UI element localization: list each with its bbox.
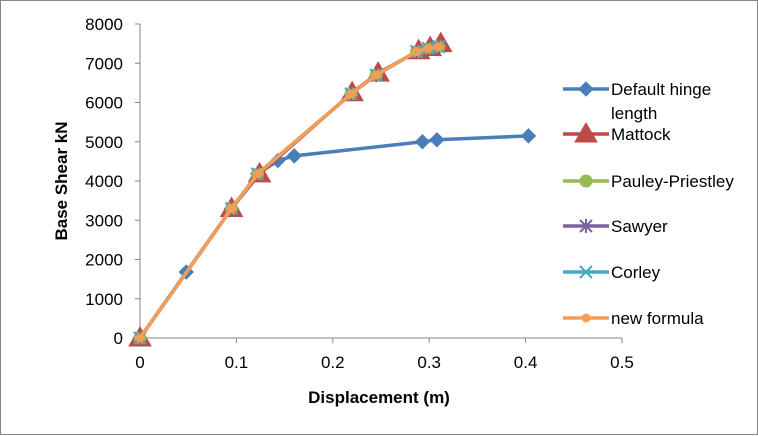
x-tick-label: 0.3 bbox=[417, 353, 441, 372]
legend-entry: Default hinge length bbox=[563, 80, 711, 123]
legend-swatch-marker bbox=[579, 265, 593, 279]
data-point bbox=[429, 132, 445, 148]
legend-swatch-marker-stroke bbox=[579, 265, 593, 279]
y-tick-label: 6000 bbox=[85, 94, 123, 113]
plot-series bbox=[128, 31, 537, 347]
data-point bbox=[135, 333, 145, 343]
series-default-hinge-length bbox=[132, 128, 537, 346]
y-tick-label: 2000 bbox=[85, 251, 123, 270]
axes: 0 1000 2000 3000 4000 5000 6000 7000 8000 0 0.1 0.2… bbox=[85, 15, 634, 372]
y-axis-title: Base Shear kN bbox=[52, 121, 71, 240]
data-point bbox=[412, 46, 422, 56]
data-point bbox=[423, 43, 433, 53]
legend-swatch-marker bbox=[581, 313, 591, 323]
y-tick-label: 1000 bbox=[85, 290, 123, 309]
x-tick-label: 0.1 bbox=[225, 353, 249, 372]
series-line bbox=[138, 45, 440, 340]
legend-label: Default hinge bbox=[611, 80, 711, 99]
legend-swatch-marker bbox=[574, 122, 598, 143]
data-point bbox=[434, 42, 444, 52]
y-tick-label: 7000 bbox=[85, 54, 123, 73]
data-point bbox=[346, 89, 356, 99]
series-line bbox=[138, 45, 440, 340]
data-point bbox=[253, 169, 263, 179]
x-tick-label: 0.2 bbox=[321, 353, 345, 372]
legend-entry: Pauley-Priestley bbox=[563, 172, 734, 191]
legend-entry: Sawyer bbox=[563, 217, 668, 236]
series-mattock bbox=[128, 31, 453, 347]
legend-swatch-marker bbox=[579, 219, 593, 233]
y-tick-label: 8000 bbox=[85, 15, 123, 34]
x-tick-label: 0.5 bbox=[610, 353, 634, 372]
legend-label: Sawyer bbox=[611, 217, 668, 236]
legend-label: Mattock bbox=[611, 125, 671, 144]
data-point bbox=[371, 70, 381, 80]
series-line bbox=[138, 134, 529, 340]
series-line bbox=[138, 45, 440, 340]
legend-label: Pauley-Priestley bbox=[611, 172, 734, 191]
legend-swatch-marker bbox=[579, 174, 593, 188]
series-line bbox=[138, 41, 442, 340]
legend-label: length bbox=[611, 104, 657, 123]
data-point bbox=[270, 152, 286, 169]
legend-entry: new formula bbox=[563, 309, 704, 328]
data-point bbox=[414, 134, 431, 150]
data-point bbox=[286, 148, 302, 164]
series-pauley-priestley bbox=[133, 40, 446, 345]
data-point bbox=[520, 128, 537, 144]
x-axis-title: Displacement (m) bbox=[308, 388, 450, 407]
y-tick-label: 3000 bbox=[85, 211, 123, 230]
x-tick-label: 0 bbox=[135, 353, 144, 372]
series-corley bbox=[133, 40, 446, 345]
legend-swatch-marker bbox=[578, 81, 594, 97]
legend: Default hinge length Mattock Pauley-Priestl… bbox=[563, 80, 734, 328]
legend-entry: Corley bbox=[563, 263, 661, 282]
y-tick-label: 4000 bbox=[85, 172, 123, 191]
series-sawyer bbox=[133, 39, 446, 345]
y-tick-label: 0 bbox=[114, 329, 123, 348]
series-line bbox=[138, 45, 440, 340]
series-new-formula bbox=[135, 42, 444, 343]
x-tick-label: 0.4 bbox=[514, 353, 538, 372]
y-tick-label: 5000 bbox=[85, 133, 123, 152]
data-point bbox=[227, 203, 237, 213]
legend-label: new formula bbox=[611, 309, 704, 328]
legend-label: Corley bbox=[611, 263, 661, 282]
legend-entry: Mattock bbox=[563, 122, 671, 144]
